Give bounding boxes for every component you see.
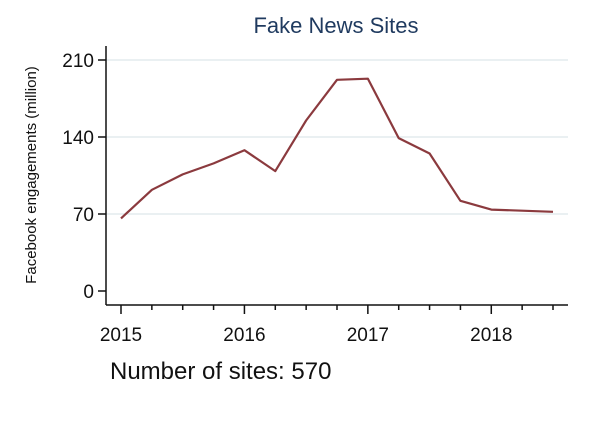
series-layer xyxy=(120,77,554,220)
y-tick-label: 70 xyxy=(73,205,94,226)
y-tick-label: 0 xyxy=(83,282,94,303)
x-tick-label: 2018 xyxy=(470,325,512,346)
gridlines xyxy=(106,59,568,215)
y-axis-label: Facebook engagements (million) xyxy=(23,66,40,284)
axes xyxy=(98,46,568,314)
chart-title: Fake News Sites xyxy=(253,13,418,38)
x-tick-label: 2016 xyxy=(223,325,265,346)
sites-count-note: Number of sites: 570 xyxy=(110,358,332,385)
x-tick-label: 2017 xyxy=(347,325,389,346)
y-tick-label: 140 xyxy=(62,128,94,149)
tick-labels: 0 70 140 210 2015 2016 2017 2018 xyxy=(62,51,512,346)
x-tick-label: 2015 xyxy=(100,325,142,346)
y-tick-label: 210 xyxy=(62,51,94,72)
series-line xyxy=(120,77,554,220)
